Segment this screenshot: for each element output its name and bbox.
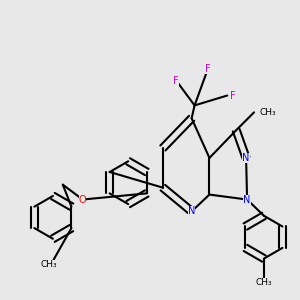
Text: N: N — [188, 206, 195, 216]
Text: O: O — [79, 194, 86, 205]
Text: F: F — [205, 64, 211, 74]
Text: N: N — [242, 153, 250, 163]
Text: N: N — [243, 194, 251, 205]
Text: CH₃: CH₃ — [40, 260, 57, 269]
Text: F: F — [230, 91, 236, 100]
Text: F: F — [173, 76, 179, 86]
Text: CH₃: CH₃ — [260, 108, 276, 117]
Text: CH₃: CH₃ — [256, 278, 272, 287]
